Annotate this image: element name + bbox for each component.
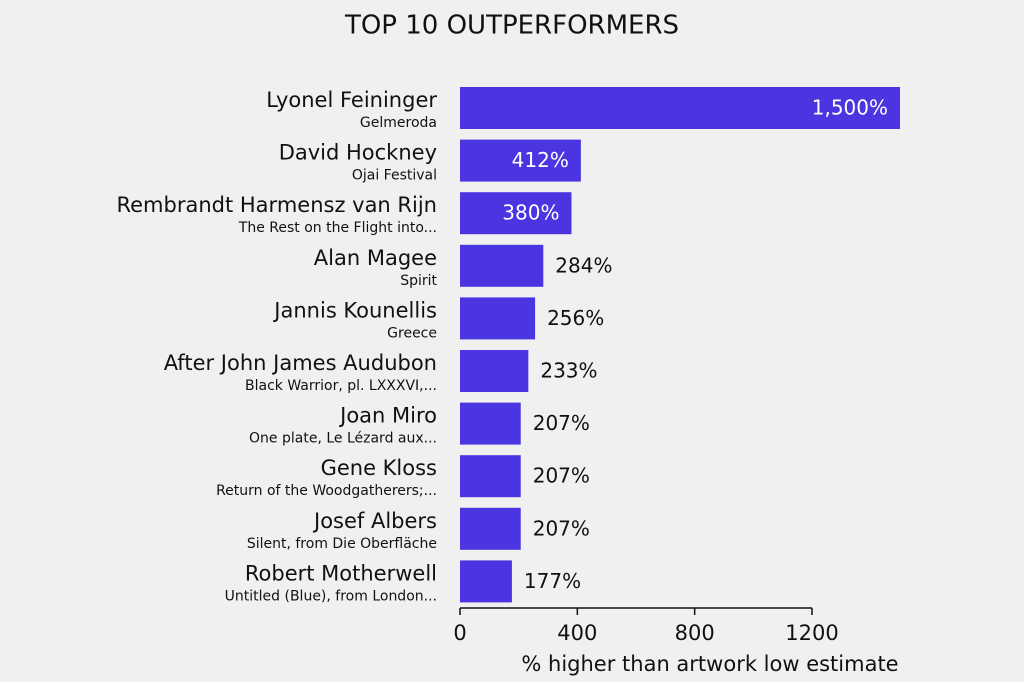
- bar: [460, 192, 572, 235]
- value-label: 380%: [502, 201, 559, 225]
- value-label: 256%: [547, 306, 604, 330]
- x-tick-label: 0: [453, 621, 466, 645]
- category-label: Josef Albers: [312, 509, 437, 533]
- category-sublabel: Black Warrior, pl. LXXXVI,...: [245, 378, 437, 394]
- value-label: 177%: [524, 569, 581, 593]
- category-sublabel: One plate, Le Lézard aux...: [249, 431, 437, 447]
- category-sublabel: Gelmeroda: [360, 115, 437, 131]
- bar: [460, 297, 536, 340]
- category-sublabel: Untitled (Blue), from London...: [225, 588, 437, 604]
- bar: [460, 350, 529, 392]
- category-label: Rembrandt Harmensz van Rijn: [116, 193, 437, 217]
- value-label: 207%: [533, 516, 590, 540]
- bar: [460, 244, 544, 287]
- category-label: Joan Miro: [338, 404, 437, 428]
- category-label: Lyonel Feininger: [266, 88, 437, 112]
- value-label: 284%: [555, 253, 612, 277]
- category-label: Gene Kloss: [321, 456, 437, 480]
- category-sublabel: Return of the Woodgatherers;...: [216, 483, 437, 499]
- x-tick-label: 800: [675, 621, 715, 645]
- bar: [460, 455, 521, 498]
- category-sublabel: Ojai Festival: [352, 168, 437, 184]
- category-sublabel: Greece: [387, 325, 437, 341]
- category-label: Jannis Kounellis: [272, 298, 437, 322]
- category-label: Robert Motherwell: [245, 561, 437, 585]
- category-sublabel: Spirit: [400, 273, 437, 289]
- x-axis-label: % higher than artwork low estimate: [521, 652, 898, 676]
- bar: [460, 402, 521, 445]
- bar: [460, 139, 581, 182]
- value-label: 1,500%: [812, 96, 888, 120]
- bar: [460, 87, 900, 129]
- category-label: David Hockney: [279, 141, 437, 165]
- x-tick-label: 400: [557, 621, 597, 645]
- chart-title: TOP 10 OUTPERFORMERS: [344, 11, 679, 41]
- category-sublabel: Silent, from Die Oberfläche: [247, 536, 437, 552]
- category-label: After John James Audubon: [164, 351, 437, 375]
- value-label: 412%: [512, 148, 569, 172]
- bar: [460, 507, 521, 550]
- value-label: 207%: [533, 464, 590, 488]
- x-tick-label: 1200: [785, 621, 838, 645]
- bar: [460, 560, 512, 603]
- category-label: Alan Magee: [314, 246, 437, 270]
- value-label: 207%: [533, 411, 590, 435]
- value-label: 233%: [540, 359, 597, 383]
- category-sublabel: The Rest on the Flight into...: [238, 220, 437, 236]
